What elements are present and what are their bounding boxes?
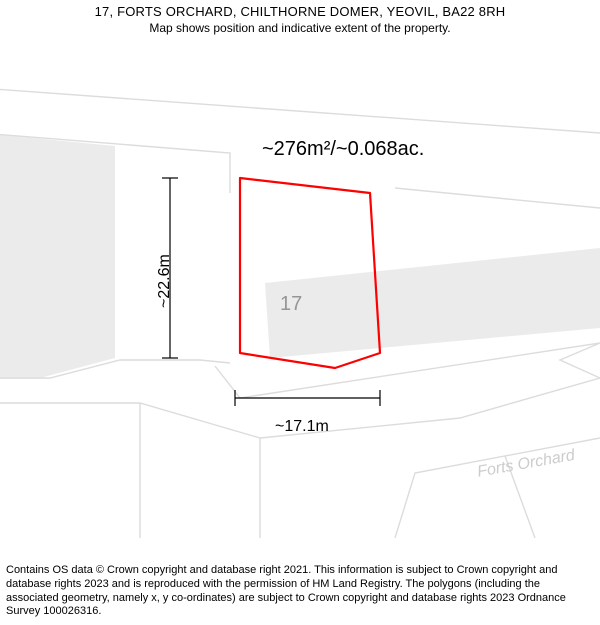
map-outline bbox=[395, 188, 600, 208]
page-root: 17, FORTS ORCHARD, CHILTHORNE DOMER, YEO… bbox=[0, 0, 600, 625]
copyright-footer: Contains OS data © Crown copyright and d… bbox=[6, 564, 594, 619]
height-label: ~22.6m bbox=[156, 254, 174, 308]
plot-number: 17 bbox=[280, 293, 302, 316]
map-outline bbox=[0, 88, 600, 133]
map-outline bbox=[0, 403, 260, 538]
page-subtitle: Map shows position and indicative extent… bbox=[0, 21, 600, 35]
page-title: 17, FORTS ORCHARD, CHILTHORNE DOMER, YEO… bbox=[0, 4, 600, 19]
width-label: ~17.1m bbox=[275, 418, 329, 436]
area-label: ~276m²/~0.068ac. bbox=[262, 138, 424, 161]
map-area: ~276m²/~0.068ac. ~22.6m ~17.1m 17 Forts … bbox=[0, 38, 600, 538]
map-parcel bbox=[265, 248, 600, 358]
header: 17, FORTS ORCHARD, CHILTHORNE DOMER, YEO… bbox=[0, 4, 600, 35]
map-parcel bbox=[0, 133, 115, 378]
map-parcels bbox=[0, 133, 600, 378]
